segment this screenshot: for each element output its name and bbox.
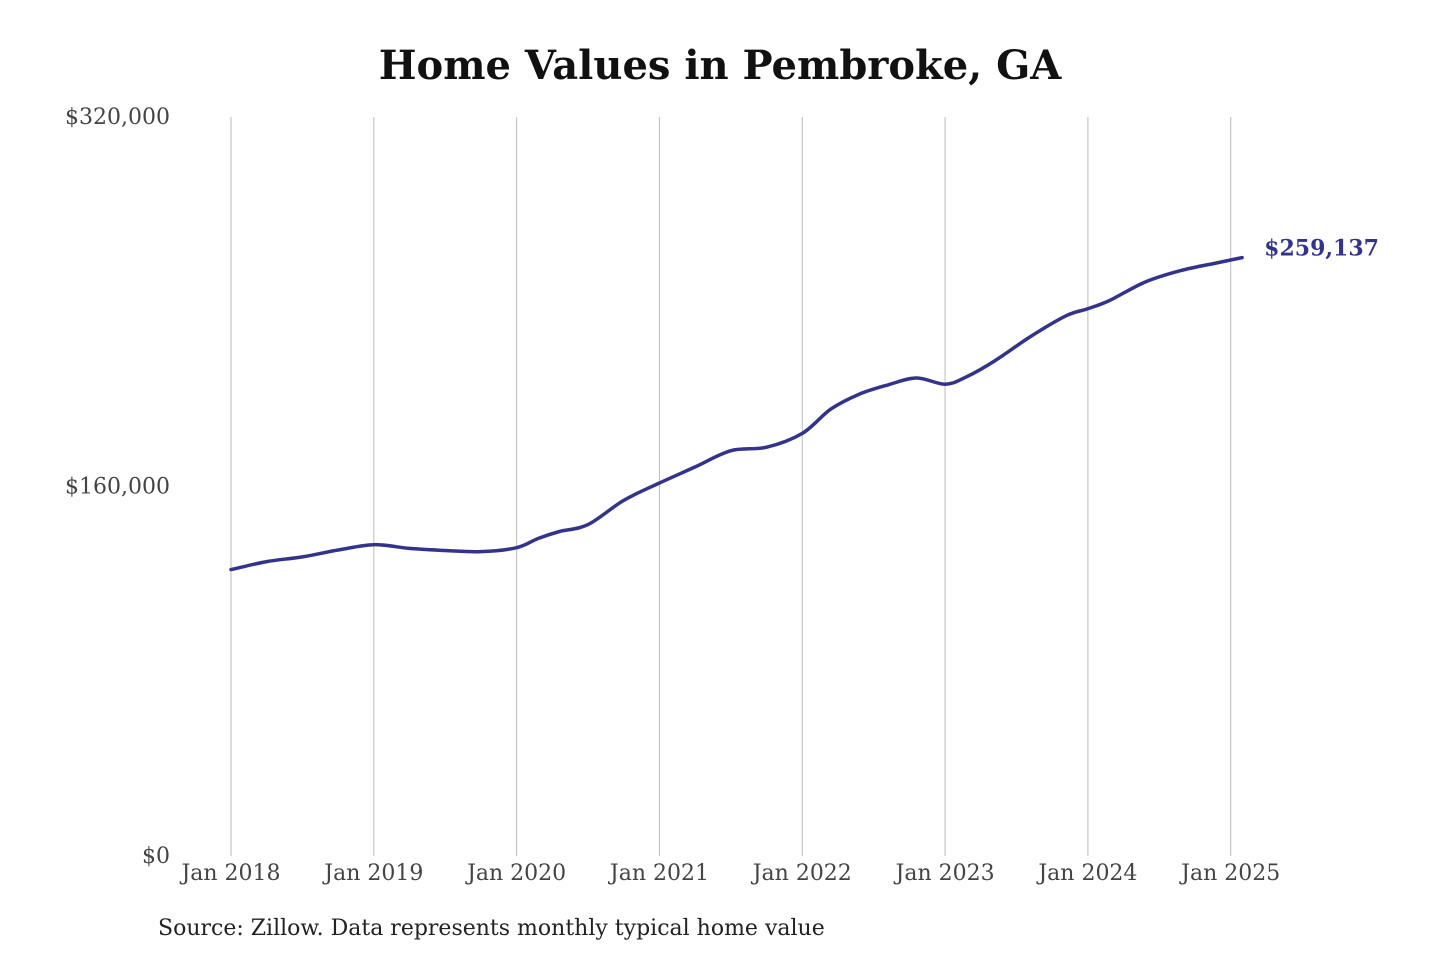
x-tick-label: Jan 2025 — [1179, 861, 1280, 886]
x-tick-label: Jan 2023 — [894, 861, 995, 886]
vertical-gridlines — [230, 117, 1232, 856]
x-axis-tick-labels: Jan 2018 Jan 2019 Jan 2020 Jan 2021 Jan 2022… — [179, 861, 1280, 886]
y-axis-tick-labels: $320,000 $160,000 $0 — [65, 105, 170, 869]
series-line-0 — [229, 255, 1244, 572]
y-tick-label: $320,000 — [65, 105, 170, 130]
x-tick-label: Jan 2018 — [179, 861, 280, 886]
y-tick-label: $0 — [142, 844, 170, 869]
x-tick-label: Jan 2021 — [608, 861, 709, 886]
end-value-label: $259,137 — [1264, 236, 1379, 262]
series-layer — [229, 255, 1244, 572]
chart-title: Home Values in Pembroke, GA — [378, 42, 1062, 89]
x-tick-label: Jan 2022 — [751, 861, 852, 886]
x-tick-label: Jan 2019 — [322, 861, 423, 886]
x-tick-label: Jan 2024 — [1036, 861, 1137, 886]
x-tick-label: Jan 2020 — [465, 861, 566, 886]
source-note: Source: Zillow. Data represents monthly … — [158, 916, 825, 941]
y-tick-label: $160,000 — [65, 475, 170, 500]
